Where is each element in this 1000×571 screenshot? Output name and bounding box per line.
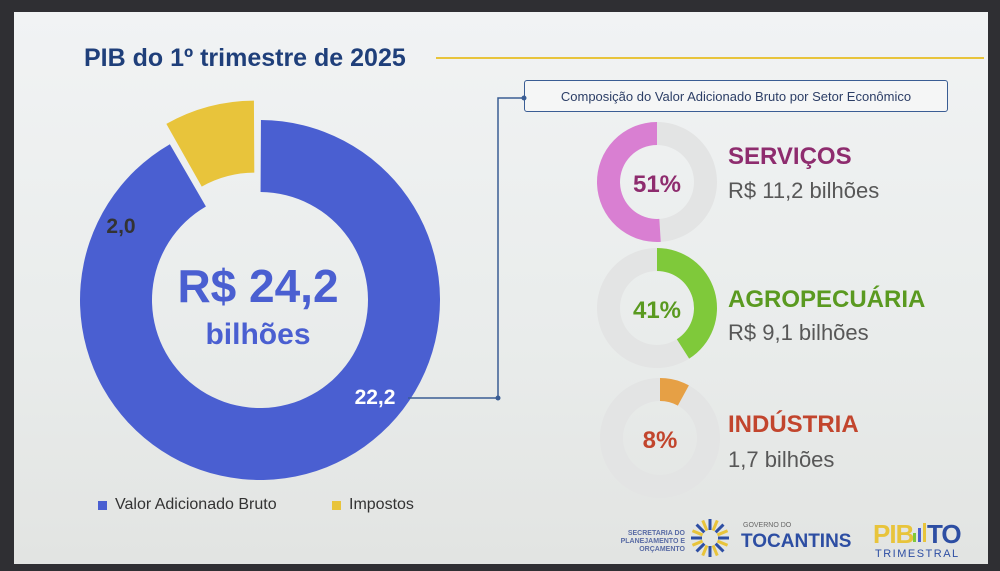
sun-ray [711, 544, 719, 557]
sun-ray [714, 523, 725, 534]
legend-swatch-vab [98, 500, 107, 510]
main-donut-chart: 22,2 2,0 R$ 24,2 bilhões [80, 100, 441, 481]
title-underline [436, 57, 984, 59]
sun-ray [714, 542, 725, 553]
legend-label-impostos: Impostos [349, 496, 414, 513]
sector-value-industria: 1,7 bilhões [728, 447, 835, 472]
sun-ray [701, 544, 709, 557]
gov-small-label: GOVERNO DO [743, 522, 792, 529]
sun-ray [691, 539, 704, 547]
sun-ray [716, 539, 729, 547]
page-title: PIB do 1º trimestre de 2025 [84, 44, 406, 72]
gauge-fill-2 [660, 378, 689, 406]
sector-gauges: 51% 41% 8% [596, 122, 721, 499]
subtitle-box: Composição do Valor Adicionado Bruto por… [524, 80, 948, 112]
gauge-percent-0: 51% [633, 171, 681, 198]
sun-ray [695, 523, 706, 534]
sector-value-servicos: R$ 11,2 bilhões [728, 178, 880, 203]
sun-ray [695, 542, 706, 553]
sector-name-servicos: SERVIÇOS [728, 143, 852, 170]
legend-swatch-impostos [332, 500, 341, 510]
donut-slice-vab [80, 120, 441, 481]
pib-logo-text: PIB [873, 519, 914, 549]
sector-name-agropecuaria: AGROPECUÁRIA [728, 286, 926, 313]
slice-label-impostos: 2,0 [106, 215, 135, 238]
donut-center-unit: bilhões [205, 318, 310, 351]
secretaria-label: SECRETARIA DO PLANEJAMENTO E ORÇAMENTO [620, 530, 685, 553]
sun-ray [691, 529, 704, 537]
legend-item-vab: Valor Adicionado Bruto [98, 496, 277, 514]
gauge-fill-1 [657, 248, 718, 359]
sector-value-agropecuaria: R$ 9,1 bilhões [728, 320, 869, 345]
gauge-track-2 [600, 378, 721, 499]
tocantins-logo-text: TOCANTINS [741, 531, 852, 552]
legend-item-impostos: Impostos [332, 496, 414, 514]
sun-ray [716, 529, 729, 537]
gauge-percent-2: 8% [643, 427, 678, 454]
to-logo-text: TO [927, 519, 962, 549]
bars-logo-icon [913, 523, 926, 542]
sector-name-industria: INDÚSTRIA [728, 411, 859, 438]
sun-logo-icon [691, 519, 729, 557]
connector-dot-bottom [495, 395, 501, 401]
donut-center-value: R$ 24,2 [177, 260, 338, 312]
donut-slice-impostos [166, 100, 255, 187]
connector-dot-top [521, 95, 527, 101]
connector-line [408, 95, 527, 401]
legend-label-vab: Valor Adicionado Bruto [115, 496, 277, 513]
gauge-fill-0 [596, 122, 661, 243]
sun-ray [711, 519, 719, 532]
trimestral-label: TRIMESTRAL [875, 548, 960, 560]
sun-ray [701, 519, 709, 532]
slice-label-vab: 22,2 [355, 386, 396, 409]
gauge-percent-1: 41% [633, 297, 681, 324]
connector-path [408, 97, 524, 399]
